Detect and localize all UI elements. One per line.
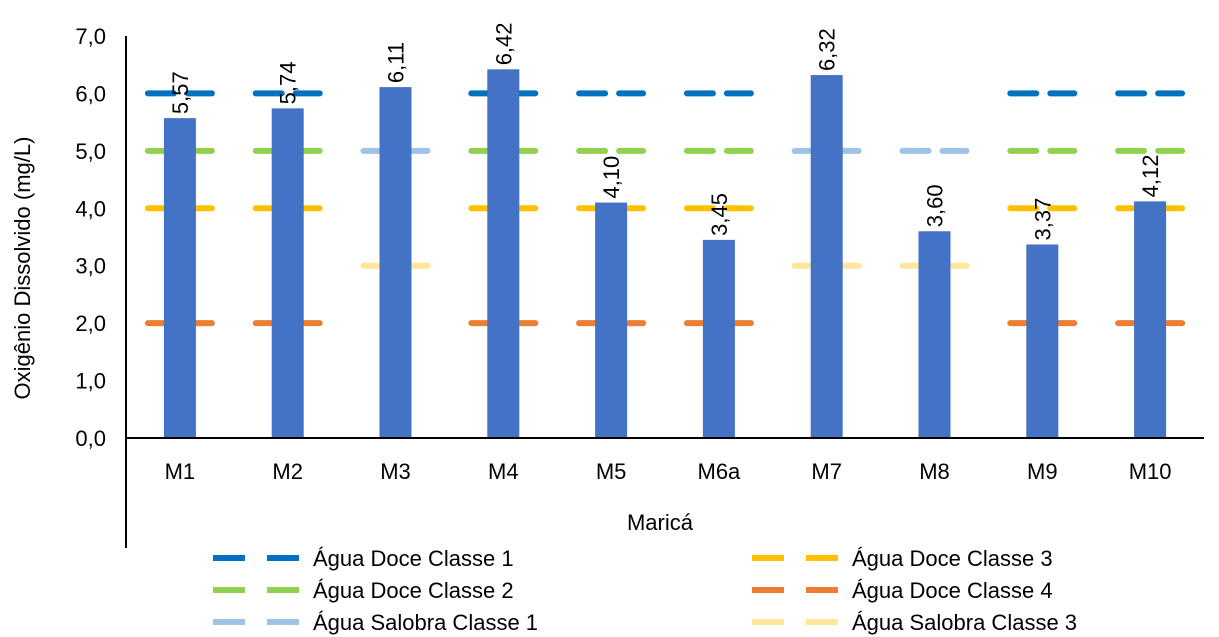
bar [271, 108, 304, 439]
legend-label: Água Doce Classe 2 [313, 578, 514, 603]
bar [702, 239, 735, 438]
legend-label: Água Salobra Classe 3 [852, 610, 1077, 635]
legend: Água Doce Classe 1 Água Doce Classe 3 Água… [213, 546, 1077, 635]
y-tick-label: 2,0 [75, 311, 106, 336]
y-axis-ticks: 0,0 1,0 2,0 3,0 4,0 5,0 6,0 7,0 [75, 24, 106, 451]
bar-value-label: 6,42 [491, 22, 516, 65]
x-tick-label: M10 [1129, 459, 1172, 484]
bar [379, 87, 412, 439]
bar-value-labels: 5,57 5,74 6,11 6,42 4,10 3,45 6,32 3,60 3,37 4,12 [168, 22, 1163, 240]
x-tick-label: M8 [919, 459, 950, 484]
y-tick-label: 0,0 [75, 426, 106, 451]
bar-value-label: 6,11 [384, 42, 409, 83]
y-tick-label: 7,0 [75, 24, 106, 49]
bar [163, 118, 196, 438]
y-tick-label: 6,0 [75, 81, 106, 106]
reference-lines [144, 90, 1186, 327]
y-tick-label: 1,0 [75, 369, 106, 394]
legend-label: Água Doce Classe 4 [852, 578, 1053, 603]
x-tick-label: M9 [1027, 459, 1058, 484]
bar [918, 231, 951, 438]
bar-value-label: 4,12 [1138, 155, 1163, 198]
bar-value-label: 3,37 [1030, 198, 1055, 241]
bar-value-label: 3,45 [707, 193, 732, 236]
x-axis-title: Maricá [627, 510, 694, 535]
y-axis-title: Oxigênio Dissolvido (mg/L) [10, 137, 35, 400]
legend-label: Água Doce Classe 3 [852, 546, 1053, 571]
bar [810, 75, 843, 439]
bar-value-label: 3,60 [923, 184, 948, 227]
legend-label: Água Salobra Classe 1 [313, 610, 538, 635]
bar [1134, 201, 1167, 438]
bar-value-label: 5,57 [168, 71, 193, 114]
y-tick-label: 3,0 [75, 254, 106, 279]
x-tick-label: M2 [272, 459, 303, 484]
bar [487, 69, 520, 439]
bar [1026, 244, 1059, 438]
x-tick-label: M1 [165, 459, 196, 484]
x-tick-label: M3 [380, 459, 411, 484]
x-tick-label: M7 [811, 459, 842, 484]
x-tick-label: M5 [596, 459, 627, 484]
bars [163, 69, 1167, 439]
x-tick-label: M6a [698, 459, 742, 484]
bar [595, 202, 628, 438]
bar-value-label: 4,10 [599, 156, 624, 199]
y-tick-label: 4,0 [75, 196, 106, 221]
bar-value-label: 5,74 [276, 62, 301, 105]
x-tick-label: M4 [488, 459, 519, 484]
bar-value-label: 6,32 [815, 28, 840, 71]
legend-label: Água Doce Classe 1 [313, 546, 514, 571]
x-axis-ticks: M1 M2 M3 M4 M5 M6a M7 M8 M9 M10 [165, 459, 1172, 484]
y-tick-label: 5,0 [75, 139, 106, 164]
